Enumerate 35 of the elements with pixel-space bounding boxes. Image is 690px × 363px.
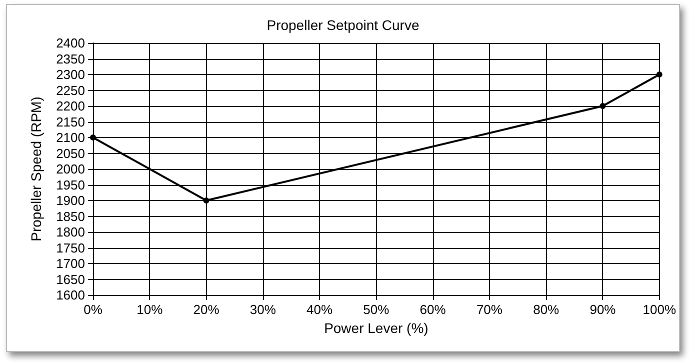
x-tick-label: 90% — [590, 302, 616, 317]
x-tick-label: 80% — [533, 302, 560, 317]
x-tick-label: 70% — [476, 302, 503, 317]
y-tick-label: 2200 — [56, 98, 85, 114]
y-tick-label: 2050 — [56, 146, 85, 161]
y-tick-label: 1850 — [56, 208, 85, 224]
chart-title: Propeller Setpoint Curve — [266, 17, 420, 33]
x-tick-label: 20% — [193, 302, 220, 317]
x-tick-label: 0% — [84, 302, 103, 317]
y-axis-title: Propeller Speed (RPM) — [28, 96, 44, 242]
point — [656, 72, 662, 78]
y-tick-label: 2350 — [56, 51, 85, 66]
y-tick-label: 2000 — [56, 162, 85, 176]
y-tick-label: 1600 — [56, 288, 85, 302]
y-tick-label: 1800 — [56, 224, 85, 240]
y-tick-label: 2100 — [56, 130, 85, 145]
x-tick-label: 100% — [642, 302, 676, 317]
y-tick-label: 2300 — [56, 67, 85, 82]
point — [203, 198, 210, 204]
y-tick-label: 1650 — [56, 272, 85, 287]
y-tick-label: 1950 — [56, 177, 85, 192]
x-tick-label: 30% — [250, 302, 276, 317]
y-tick-label: 1700 — [56, 256, 85, 271]
x-tick-label: 50% — [363, 302, 390, 317]
y-tick-label: 1750 — [56, 240, 85, 256]
y-tick-label: 2150 — [56, 114, 85, 130]
y-tick-label: 2400 — [56, 36, 85, 50]
x-tick-label: 40% — [306, 302, 333, 317]
x-axis-title: Power Lever (%) — [324, 320, 428, 336]
y-tick-label: 1900 — [56, 193, 85, 208]
point — [90, 134, 96, 140]
point — [600, 103, 606, 109]
y-tick-label: 2250 — [56, 82, 85, 98]
x-tick-label: 10% — [136, 302, 164, 317]
x-tick-label: 60% — [420, 302, 446, 317]
